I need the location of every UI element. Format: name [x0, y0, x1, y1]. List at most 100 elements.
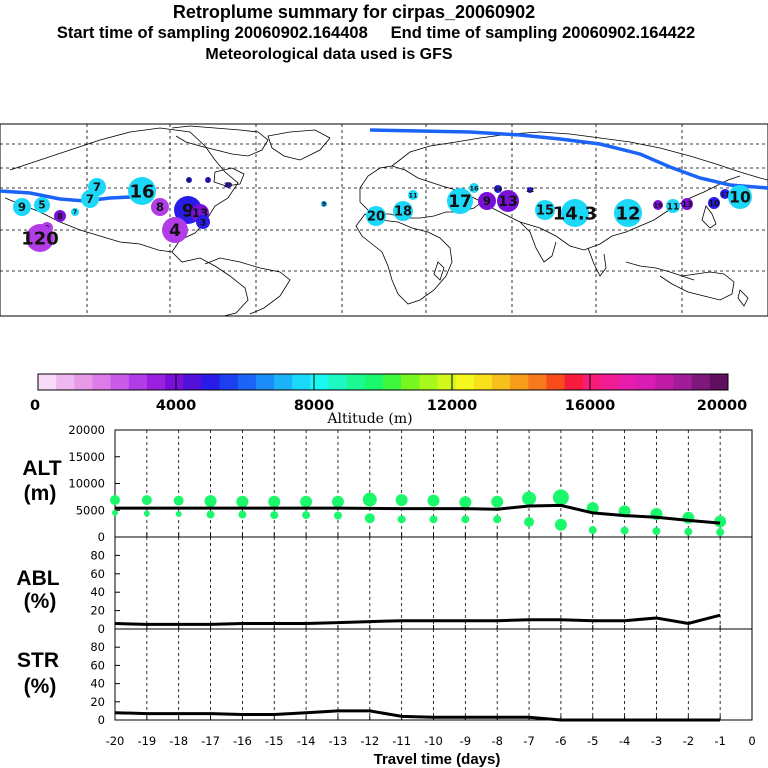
altitude-cluster-point [684, 527, 693, 536]
colorbar-swatch [364, 374, 384, 390]
altitude-cluster-point [395, 494, 408, 507]
altitude-cluster-point [554, 518, 567, 531]
chart-title: Retroplume summary for cirpas_20060902 [172, 2, 536, 22]
altitude-cluster-point [714, 515, 727, 528]
colorbar-swatch [128, 374, 148, 390]
altitude-colorbar: 0 4000 8000 12000 16000 20000 Altitude (m) [30, 373, 747, 427]
y-tick-label: 20 [90, 695, 105, 709]
colorbar-swatch [473, 374, 493, 390]
colorbar-tick-label: 8000 [294, 398, 334, 414]
plume-cluster-label: 15 [536, 204, 554, 219]
panel-abl: 80 60 40 20 0 ABL(%) [16, 536, 753, 636]
colorbar-swatch [673, 374, 693, 390]
plume-cluster-marker [71, 208, 79, 216]
plume-cluster-label: 7 [86, 192, 94, 206]
plume-cluster-label: 16 [129, 181, 154, 202]
colorbar-swatch [183, 374, 202, 390]
altitude-cluster-point [173, 495, 184, 506]
plume-cluster-marker [393, 201, 413, 221]
colorbar-tick-label: 0 [30, 398, 40, 414]
plume-cluster-marker [653, 200, 663, 210]
colorbar-swatch [709, 374, 729, 390]
panel-title: STR [17, 649, 59, 672]
colorbar-swatch [383, 374, 402, 390]
met-data-subtitle: Meteorological data used is GFS [205, 46, 453, 63]
x-tick-label: -15 [265, 734, 284, 748]
colorbar-swatch [637, 374, 656, 390]
colorbar-swatch [691, 374, 711, 390]
plume-cluster-label: 9 [182, 200, 195, 221]
altitude-cluster-point [522, 491, 537, 506]
altitude-cluster-point [112, 509, 118, 516]
series-line [114, 613, 721, 626]
colorbar-swatch [292, 374, 311, 390]
coastlines [4, 125, 768, 317]
plume-cluster-label: 14.3 [553, 203, 597, 224]
altitude-cluster-point [652, 527, 661, 536]
colorbar-title: Altitude (m) [326, 411, 412, 427]
x-tick-label: -11 [392, 734, 411, 748]
plume-cluster-label: 2 [206, 177, 210, 184]
plume-cluster-marker [225, 182, 231, 188]
y-tick-label: 20000 [68, 423, 105, 437]
plume-cluster-marker [469, 183, 479, 193]
x-tick-label: -17 [201, 734, 220, 748]
plume-cluster-label: 10 [729, 189, 751, 207]
colorbar-swatch [328, 374, 348, 390]
plume-cluster-label: 14 [494, 186, 502, 193]
colorbar-frame [37, 373, 729, 391]
y-tick-label: 0 [98, 530, 105, 544]
plume-cluster-label: 6 [187, 177, 191, 184]
y-tick-label: 0 [98, 622, 105, 636]
colorbar-swatch [455, 374, 475, 390]
colorbar-swatch [274, 374, 293, 390]
colorbar-swatch [528, 374, 547, 390]
x-tick-label: -16 [233, 734, 252, 748]
y-tick-label: 15000 [68, 450, 105, 464]
colorbar-swatch [38, 374, 57, 390]
plume-cluster-marker [614, 199, 642, 227]
altitude-cluster-point [524, 517, 535, 528]
plume-cluster-label: 7 [93, 180, 101, 194]
x-tick-label: -6 [555, 734, 566, 748]
colorbar-swatch [419, 374, 438, 390]
altitude-cluster-point [716, 528, 725, 537]
plume-cluster-label: 9 [18, 200, 26, 214]
plume-cluster-marker [708, 197, 720, 209]
altitude-cluster-point [143, 510, 150, 517]
plume-cluster-marker [205, 177, 211, 183]
plume-cluster-marker [494, 185, 502, 193]
plume-cluster-marker [186, 177, 192, 183]
plume-cluster-marker [366, 206, 386, 226]
x-tick-label: -14 [297, 734, 316, 748]
altitude-cluster-point [238, 510, 247, 519]
altitude-cluster-point [552, 489, 569, 506]
y-tick-label: 40 [90, 677, 105, 691]
y-tick-label: 10000 [68, 477, 105, 491]
x-tick-label: -8 [491, 734, 502, 748]
time-series-panels: 20000150001000050000ALT(m)806040200ABL(%… [16, 423, 755, 768]
world-map: 9587912077168941336220920181117169131412… [0, 123, 768, 317]
panel-title: ALT [22, 457, 61, 480]
colorbar-swatch [92, 374, 112, 390]
altitude-cluster-point [141, 495, 152, 506]
x-tick-label: -4 [619, 734, 630, 748]
plume-cluster-label: 20 [224, 182, 232, 189]
panel-unit-label: (%) [24, 590, 57, 613]
plume-cluster-marker [497, 190, 519, 212]
altitude-cluster-point [270, 511, 279, 520]
colorbar-swatch [346, 374, 366, 390]
colorbar-swatch [546, 374, 566, 390]
plume-cluster-label: 20 [367, 210, 385, 225]
trajectory-track-north [369, 128, 768, 190]
panel-alt: 20000 15000 10000 5000 0 ALT(m) [22, 423, 753, 544]
colorbar-tick-label: 12000 [427, 398, 477, 414]
panel-unit-label: (m) [24, 482, 57, 505]
altitude-cluster-point [461, 515, 470, 524]
plume-cluster-marker [535, 200, 555, 220]
plume-cluster-marker [13, 198, 31, 216]
plume-cluster-label: 5 [38, 200, 45, 212]
plume-cluster-marker [196, 215, 210, 229]
plume-clusters: 9587912077168941336220920181117169131412… [13, 177, 752, 252]
plume-cluster-marker [34, 197, 50, 213]
